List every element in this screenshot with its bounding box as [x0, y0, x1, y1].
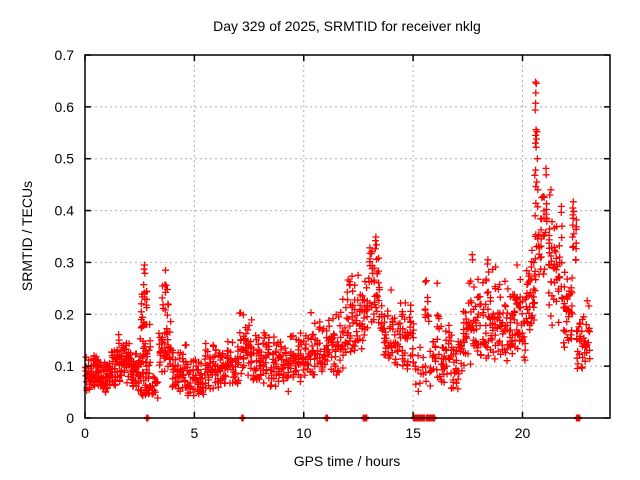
x-tick-label: 20 — [515, 425, 531, 441]
data-points-layer — [82, 78, 594, 422]
grid-lines — [85, 55, 610, 418]
y-tick-label: 0.6 — [55, 99, 75, 115]
y-tick-label: 0 — [66, 410, 74, 426]
x-tick-label: 10 — [296, 425, 312, 441]
y-tick-label: 0.1 — [55, 358, 75, 374]
y-tick-label: 0.2 — [55, 306, 75, 322]
x-tick-label: 5 — [190, 425, 198, 441]
x-tick-label: 15 — [405, 425, 421, 441]
y-tick-label: 0.3 — [55, 254, 75, 270]
y-tick-label: 0.7 — [55, 47, 75, 63]
y-tick-label: 0.5 — [55, 151, 75, 167]
y-tick-label: 0.4 — [55, 203, 75, 219]
chart-title: Day 329 of 2025, SRMTID for receiver nkl… — [213, 18, 481, 34]
scatter-plus-markers — [82, 78, 594, 402]
plot-border — [84, 54, 611, 419]
x-axis-label: GPS time / hours — [294, 453, 401, 469]
x-tick-label: 0 — [81, 425, 89, 441]
y-axis-label: SRMTID / TECUs — [19, 181, 35, 291]
tick-labels: 0 5 10 15 20 0 0.1 0.2 0.3 0.4 0.5 0.6 0.7 — [55, 47, 531, 441]
axes-frame — [84, 54, 611, 419]
